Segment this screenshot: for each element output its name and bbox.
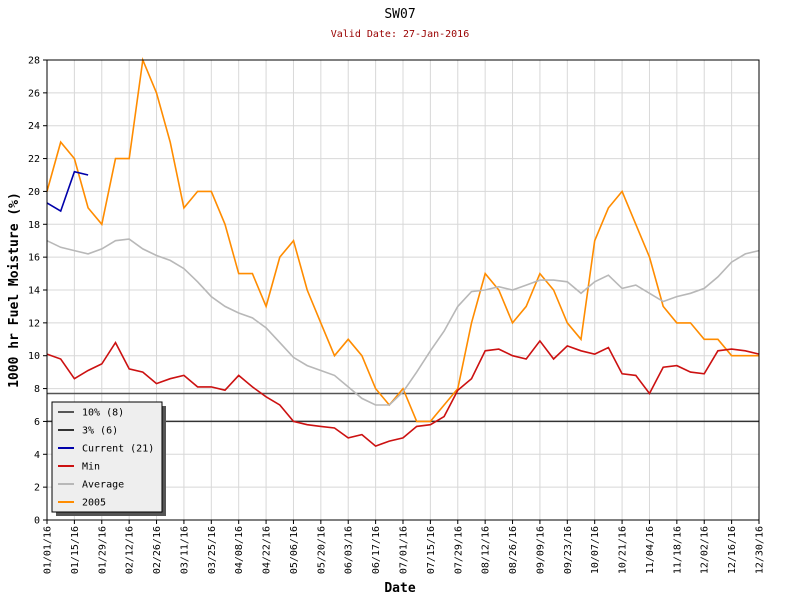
chart-title: SW07 [384, 7, 415, 22]
x-tick-label: 08/12/16 [481, 526, 492, 574]
x-tick-label: 07/29/16 [453, 526, 464, 574]
x-tick-label: 12/16/16 [727, 526, 738, 574]
x-tick-label: 01/29/16 [97, 526, 108, 574]
legend-label: 3% (6) [82, 426, 118, 437]
x-tick-label: 11/04/16 [645, 526, 656, 574]
y-tick-label: 12 [28, 318, 40, 329]
legend-label: Min [82, 462, 100, 473]
legend-label: 10% (8) [82, 408, 124, 419]
y-tick-label: 16 [28, 253, 40, 264]
x-tick-label: 08/26/16 [508, 526, 519, 574]
x-tick-label: 02/12/16 [125, 526, 136, 574]
y-tick-label: 2 [34, 483, 40, 494]
x-tick-label: 03/25/16 [207, 526, 218, 574]
x-tick-label: 07/01/16 [399, 526, 410, 574]
x-tick-label: 06/03/16 [344, 526, 355, 574]
y-tick-label: 18 [28, 220, 40, 231]
series-line [46, 56, 759, 423]
legend-label: Current (21) [82, 444, 154, 455]
plot-frame [46, 59, 760, 521]
y-tick-label: 10 [28, 351, 40, 362]
x-tick-label: 12/30/16 [755, 526, 766, 574]
x-tick-label: 04/08/16 [234, 526, 245, 574]
legend: 10% (8) 3% (6) Current (21) Min Average 2005 [51, 401, 166, 516]
x-tick-label: 05/20/16 [316, 526, 327, 574]
y-tick-label: 20 [28, 187, 40, 198]
y-tick-label: 6 [34, 417, 40, 428]
chart-subtitle: Valid Date: 27-Jan-2016 [331, 29, 469, 40]
y-tick-label: 22 [28, 154, 40, 165]
y-axis-label: 1000 hr Fuel Moisture (%) [7, 192, 22, 388]
y-tick-label: 14 [28, 286, 40, 297]
x-tick-label: 04/22/16 [262, 526, 273, 574]
x-axis-label: Date [384, 581, 415, 596]
y-tick-label: 4 [34, 450, 40, 461]
x-tick-label: 12/02/16 [700, 526, 711, 574]
x-tick-label: 09/09/16 [535, 526, 546, 574]
x-tick-label: 10/21/16 [618, 526, 629, 574]
legend-box [51, 401, 163, 513]
x-tick-label: 01/01/16 [43, 526, 54, 574]
y-tick-label: 0 [34, 516, 40, 527]
x-tick-label: 05/06/16 [289, 526, 300, 574]
y-tick-label: 8 [34, 384, 40, 395]
y-tick-label: 26 [28, 88, 40, 99]
legend-label: 2005 [82, 498, 106, 509]
x-tick-label: 11/18/16 [672, 526, 683, 574]
series-line [46, 238, 760, 406]
x-tick-label: 10/07/16 [590, 526, 601, 574]
x-tick-label: 02/26/16 [152, 526, 163, 574]
x-tick-label: 06/17/16 [371, 526, 382, 574]
series-line [46, 170, 89, 213]
x-tick-label: 03/11/16 [179, 526, 190, 574]
series-line [46, 339, 760, 448]
x-tick-label: 01/15/16 [70, 526, 81, 574]
y-tick-label: 28 [28, 56, 40, 67]
x-tick-label: 07/15/16 [426, 526, 437, 574]
legend-label: Average [82, 480, 124, 491]
x-tick-label: 09/23/16 [563, 526, 574, 574]
y-tick-label: 24 [28, 121, 40, 132]
